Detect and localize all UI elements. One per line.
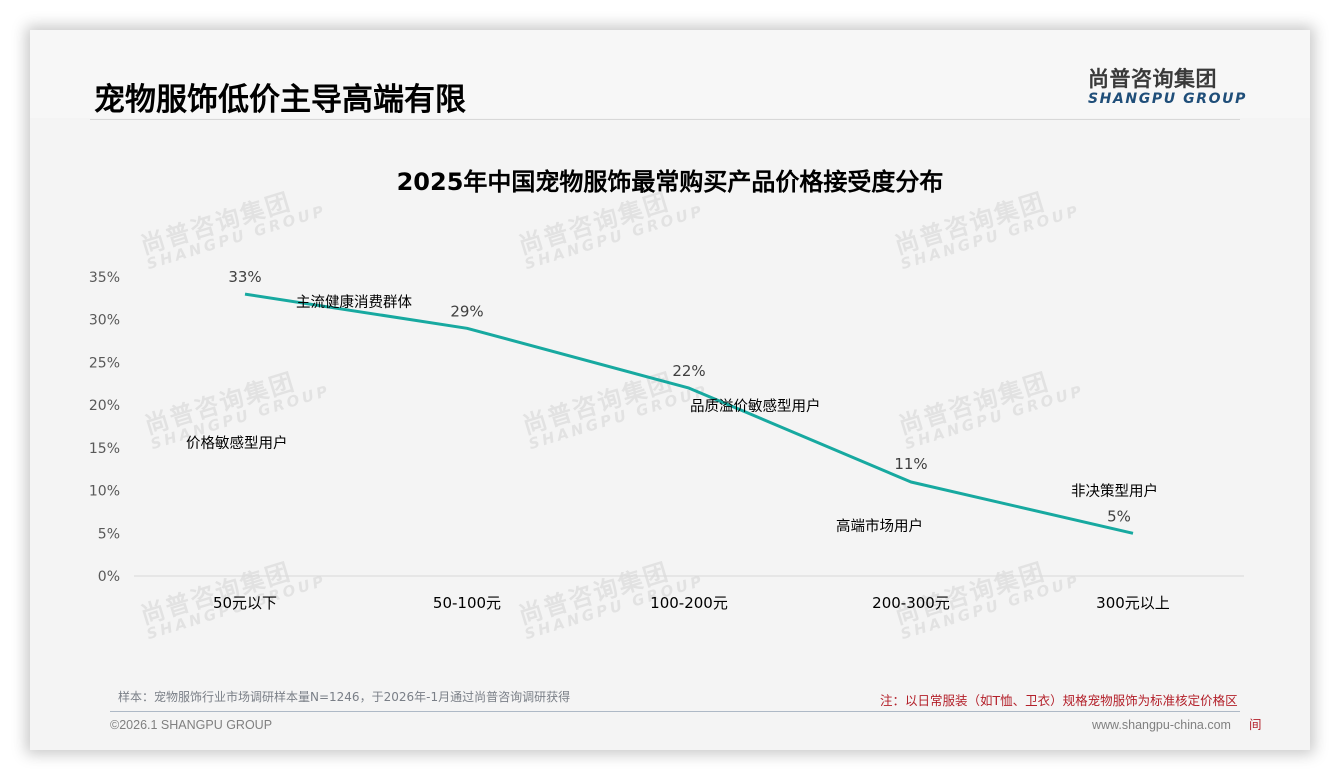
footer-divider — [110, 711, 1240, 712]
y-tick-label: 25% — [89, 355, 120, 371]
data-line — [244, 292, 1134, 535]
line-chart: 0% 5% 10% 15% 20% 25% 30% 35% 50元以下 50-100元 100-20… — [89, 268, 1244, 612]
y-tick-label: 30% — [89, 313, 120, 329]
segment-annotation: 非决策型用户 — [1071, 483, 1158, 500]
y-tick-label: 20% — [89, 398, 120, 414]
y-tick-label: 10% — [89, 484, 120, 500]
segment-annotation: 价格敏感型用户 — [186, 435, 288, 452]
x-category-label: 50元以下 — [213, 594, 277, 612]
website-url: www.shangpu-china.com — [1092, 718, 1231, 732]
segment-annotation: 品质溢价敏感型用户 — [690, 398, 821, 415]
sample-note: 样本：宠物服饰行业市场调研样本量N=1246，于2026年-1月通过尚普咨询调研… — [118, 690, 571, 704]
y-tick-label: 35% — [89, 270, 120, 286]
copyright: ©2026.1 SHANGPU GROUP — [110, 718, 273, 732]
slide: 宠物服饰低价主导高端有限 尚普咨询集团 SHANGPU GROUP 尚普咨询集团… — [30, 30, 1310, 750]
header-band — [30, 30, 1310, 118]
segment-annotation: 高端市场用户 — [836, 518, 923, 535]
y-tick-label: 5% — [98, 526, 120, 542]
x-category-label: 200-300元 — [872, 594, 950, 612]
segment-annotation: 主流健康消费群体 — [296, 294, 412, 311]
logo-en-text: SHANGPU GROUP — [1088, 91, 1247, 107]
price-note: 注：以日常服装（如T恤、卫衣）规格宠物服饰为标准核定价格区 — [880, 693, 1238, 708]
x-category-label: 100-200元 — [650, 594, 728, 612]
data-value-label: 22% — [672, 362, 705, 380]
page-title: 宠物服饰低价主导高端有限 — [94, 82, 466, 118]
logo-cn-text: 尚普咨询集团 — [1088, 67, 1217, 91]
data-value-label: 33% — [228, 268, 261, 286]
data-value-label: 29% — [450, 302, 483, 320]
y-tick-label: 15% — [89, 441, 120, 457]
data-value-label: 11% — [894, 455, 927, 473]
price-note-continuation: 间 — [1249, 717, 1262, 732]
x-category-label: 300元以上 — [1096, 594, 1170, 612]
header-divider — [90, 119, 1240, 120]
data-value-label: 5% — [1107, 507, 1131, 525]
logo: 尚普咨询集团 SHANGPU GROUP — [1088, 63, 1247, 107]
chart-title: 2025年中国宠物服饰最常购买产品价格接受度分布 — [396, 168, 944, 196]
y-tick-label: 0% — [98, 569, 120, 585]
x-category-label: 50-100元 — [433, 594, 501, 612]
